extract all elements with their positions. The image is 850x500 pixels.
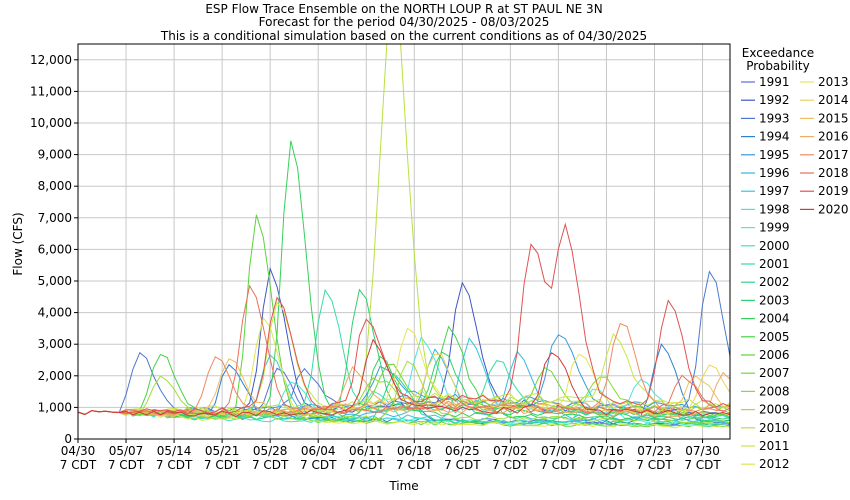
x-tick-label-time: 7 CDT [204, 458, 241, 472]
legend-label-2018: 2018 [818, 166, 849, 180]
legend-label-1992: 1992 [759, 93, 790, 107]
legend-label-1991: 1991 [759, 75, 790, 89]
y-tick-label: 12,000 [30, 53, 72, 67]
legend-label-1996: 1996 [759, 166, 790, 180]
trace-1999 [77, 381, 731, 425]
x-tick-label-time: 7 CDT [492, 458, 529, 472]
legend-label-2015: 2015 [818, 111, 849, 125]
trace-lines [77, 43, 731, 429]
legend-label-2014: 2014 [818, 93, 849, 107]
trace-2020 [77, 338, 731, 418]
legend-label-2020: 2020 [818, 202, 849, 216]
y-tick-label: 8,000 [38, 179, 72, 193]
x-tick-label-time: 7 CDT [684, 458, 721, 472]
legend-label-2012: 2012 [759, 457, 790, 471]
legend-label-2006: 2006 [759, 348, 790, 362]
trace-2010 [77, 43, 731, 416]
legend-label-2007: 2007 [759, 366, 790, 380]
trace-2012 [77, 316, 731, 429]
grid [78, 44, 730, 439]
x-tick-label-time: 7 CDT [348, 458, 385, 472]
legend-title-line1: Exceedance [742, 46, 814, 60]
legend-label-2016: 2016 [818, 130, 849, 144]
x-tick-label-date: 07/02 [493, 444, 528, 458]
chart-subtitle-period: Forecast for the period 04/30/2025 - 08/… [259, 15, 550, 29]
y-tick-label: 7,000 [38, 211, 72, 225]
legend-label-2002: 2002 [759, 275, 790, 289]
y-tick-label: 9,000 [38, 148, 72, 162]
chart-subtitle-conditions: This is a conditional simulation based o… [160, 29, 647, 43]
x-tick-label-time: 7 CDT [60, 458, 97, 472]
plot-frame [77, 43, 731, 440]
x-tick-label-date: 07/30 [685, 444, 720, 458]
x-tick-label-date: 07/23 [637, 444, 672, 458]
trace-2019 [77, 222, 731, 415]
plot-area [78, 44, 730, 439]
x-tick-label-date: 05/28 [253, 444, 288, 458]
y-tick-label: 0 [64, 432, 72, 446]
legend-title-line2: Probability [746, 59, 809, 73]
legend-label-1995: 1995 [759, 148, 790, 162]
legend-label-2010: 2010 [759, 421, 790, 435]
legend-label-1994: 1994 [759, 130, 790, 144]
x-tick-label-time: 7 CDT [156, 458, 193, 472]
x-tick-label-date: 06/11 [349, 444, 384, 458]
x-tick-label-date: 05/07 [109, 444, 144, 458]
legend-label-2001: 2001 [759, 257, 790, 271]
x-tick-label-date: 07/16 [589, 444, 624, 458]
x-tick-label-date: 06/04 [301, 444, 336, 458]
legend-label-1993: 1993 [759, 111, 790, 125]
x-tick-label-date: 07/09 [541, 444, 576, 458]
x-tick-label-time: 7 CDT [444, 458, 481, 472]
legend-label-1997: 1997 [759, 184, 790, 198]
y-tick-label: 2,000 [38, 369, 72, 383]
legend-label-1999: 1999 [759, 221, 790, 235]
x-tick-label-date: 06/25 [445, 444, 480, 458]
x-axis-label: Time [388, 479, 418, 493]
legend-label-2017: 2017 [818, 148, 849, 162]
x-tick-label-time: 7 CDT [588, 458, 625, 472]
y-tick-label: 6,000 [38, 242, 72, 256]
legend-label-2013: 2013 [818, 75, 849, 89]
y-tick-label: 11,000 [30, 84, 72, 98]
y-axis-label: Flow (CFS) [11, 212, 25, 275]
x-tick-label-time: 7 CDT [252, 458, 289, 472]
x-tick-label-time: 7 CDT [540, 458, 577, 472]
chart-title: ESP Flow Trace Ensemble on the NORTH LOU… [205, 2, 602, 16]
y-axis: 0 1,000 2,000 3,000 4,000 5,000 6,000 7,000 8,00… [30, 53, 78, 446]
x-tick-label-date: 06/18 [397, 444, 432, 458]
x-tick-label-time: 7 CDT [636, 458, 673, 472]
x-tick-label-date: 04/30 [61, 444, 96, 458]
y-tick-label: 10,000 [30, 116, 72, 130]
legend-label-2000: 2000 [759, 239, 790, 253]
y-tick-label: 3,000 [38, 337, 72, 351]
y-tick-label: 1,000 [38, 400, 72, 414]
y-tick-label: 4,000 [38, 306, 72, 320]
x-tick-label-time: 7 CDT [108, 458, 145, 472]
legend-label-2009: 2009 [759, 403, 790, 417]
x-tick-label-time: 7 CDT [300, 458, 337, 472]
chart-titles: ESP Flow Trace Ensemble on the NORTH LOU… [160, 2, 647, 43]
x-tick-label-date: 05/14 [157, 444, 192, 458]
legend-label-2005: 2005 [759, 330, 790, 344]
legend-label-2003: 2003 [759, 293, 790, 307]
legend-label-2008: 2008 [759, 384, 790, 398]
legend: Exceedance Probability 1991 1992 1993 1994 1… [741, 46, 849, 471]
x-tick-label-time: 7 CDT [396, 458, 433, 472]
trace-2009 [77, 360, 731, 424]
x-tick-label-date: 05/21 [205, 444, 240, 458]
legend-label-1998: 1998 [759, 202, 790, 216]
trace-2014 [77, 353, 731, 418]
trace-2018 [77, 284, 731, 416]
legend-label-2004: 2004 [759, 312, 790, 326]
legend-label-2019: 2019 [818, 184, 849, 198]
y-tick-label: 5,000 [38, 274, 72, 288]
legend-label-2011: 2011 [759, 439, 790, 453]
